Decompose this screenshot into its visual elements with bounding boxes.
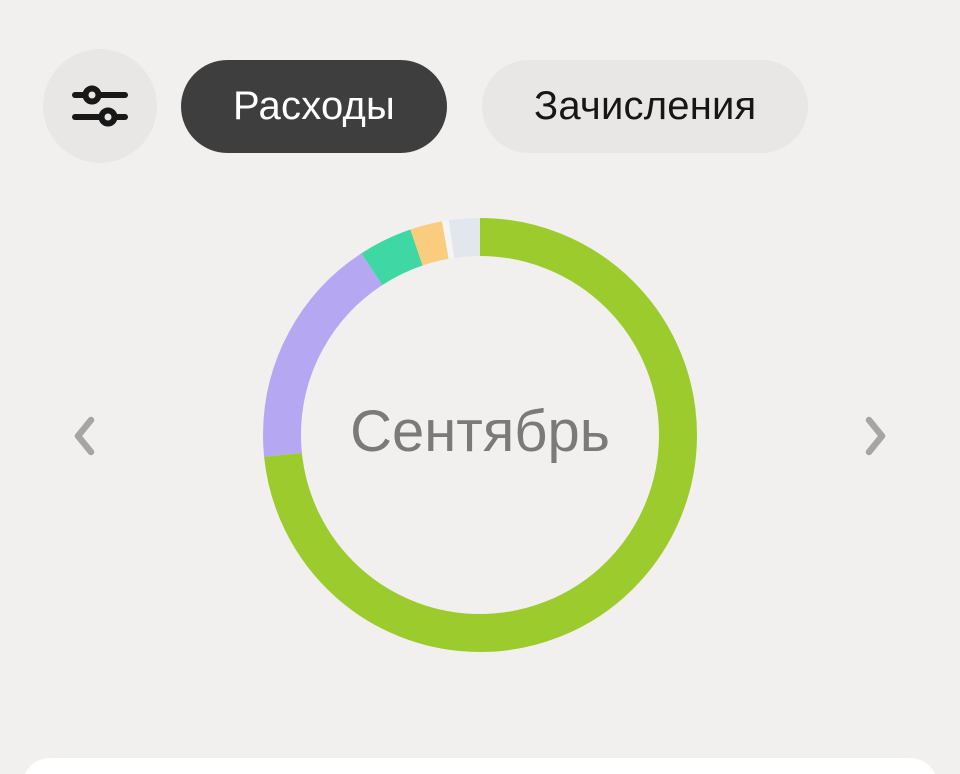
chevron-right-icon: [865, 416, 886, 456]
donut-segment-lime: [263, 218, 697, 652]
next-month-button[interactable]: [856, 410, 896, 462]
donut-segments: [263, 218, 697, 652]
donut-chart-svg: [263, 218, 697, 652]
tab-incomes-label: Зачисления: [534, 84, 757, 128]
tab-expenses-label: Расходы: [233, 84, 396, 128]
donut-chart[interactable]: [240, 195, 720, 675]
filter-button[interactable]: [43, 49, 157, 163]
prev-month-button[interactable]: [64, 410, 104, 462]
sliders-icon: [72, 85, 128, 127]
donut-segment-lavender: [263, 218, 697, 652]
details-sheet: [22, 758, 938, 774]
chevron-left-icon: [74, 416, 95, 456]
tab-incomes[interactable]: Зачисления: [482, 60, 809, 153]
tab-expenses[interactable]: Расходы: [181, 60, 448, 153]
